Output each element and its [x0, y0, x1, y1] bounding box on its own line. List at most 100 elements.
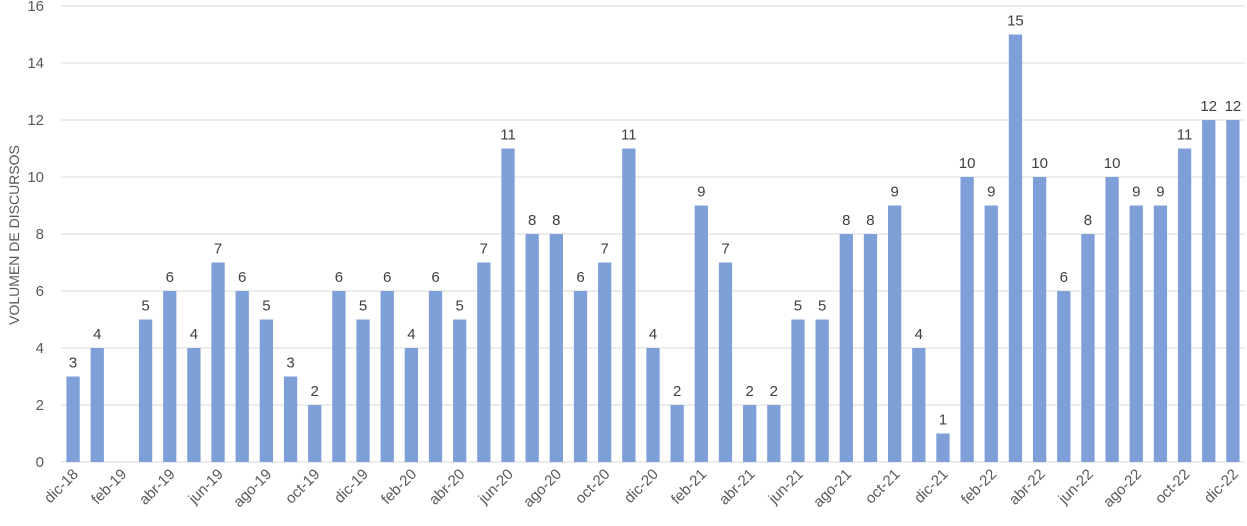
data-label: 15 [1007, 13, 1024, 30]
x-tick-label: dic-22 [1201, 466, 1242, 507]
y-tick-label: 14 [27, 55, 44, 72]
data-label: 2 [673, 383, 681, 400]
x-tick-label: abr-19 [136, 466, 179, 509]
bar [694, 205, 708, 462]
x-tick-label: feb-19 [88, 466, 130, 508]
x-axis-ticks: dic-18 feb-19 abr-19 jun-19 ago-19 oct-19 dic-… [41, 466, 1242, 511]
data-label: 6 [166, 269, 174, 286]
data-label: 5 [456, 298, 464, 315]
bar [308, 405, 322, 462]
y-axis-title: VOLUMEN DE DISCURSOS [6, 145, 22, 325]
bar [936, 433, 950, 462]
x-tick-label: dic-19 [331, 466, 372, 507]
y-tick-label: 2 [36, 397, 44, 414]
data-label: 7 [480, 241, 488, 258]
data-label: 10 [1104, 155, 1121, 172]
bar [525, 234, 539, 462]
bar [815, 319, 829, 462]
bar [404, 348, 419, 462]
bar [138, 319, 153, 462]
bar [912, 348, 926, 462]
bar [743, 405, 757, 462]
data-label: 2 [311, 383, 319, 400]
bar [1202, 120, 1216, 462]
data-label: 3 [69, 355, 77, 372]
bar [767, 405, 781, 462]
bar [960, 177, 974, 462]
x-tick-label: feb-22 [958, 466, 1000, 508]
bar [984, 205, 998, 462]
bar [1032, 177, 1047, 462]
bar [1081, 234, 1095, 462]
x-tick-label: oct-19 [282, 466, 324, 508]
bar [259, 319, 274, 462]
bar [1226, 120, 1240, 462]
bar [863, 234, 878, 462]
bar [549, 234, 563, 462]
data-label: 6 [383, 269, 391, 286]
data-label: 7 [214, 241, 222, 258]
data-label: 6 [1060, 269, 1068, 286]
data-label: 5 [262, 298, 270, 315]
data-label: 4 [649, 326, 657, 343]
data-label: 9 [1156, 184, 1164, 201]
data-label: 8 [1084, 212, 1092, 229]
x-tick-label: oct-22 [1152, 466, 1194, 508]
data-label: 8 [552, 212, 560, 229]
data-label: 5 [794, 298, 802, 315]
bar [1105, 177, 1119, 462]
x-tick-label: dic-18 [41, 466, 82, 507]
bar [573, 291, 588, 462]
x-tick-label: feb-20 [378, 466, 420, 508]
x-tick-label: jun-20 [475, 466, 517, 508]
y-tick-label: 12 [27, 112, 44, 129]
x-tick-label: feb-21 [668, 466, 710, 508]
bar [428, 291, 443, 462]
data-label: 12 [1225, 98, 1242, 115]
bars [66, 34, 1240, 462]
x-tick-label: dic-21 [911, 466, 952, 507]
data-label: 10 [1031, 155, 1048, 172]
data-label: 11 [621, 127, 637, 144]
bar [791, 319, 805, 462]
data-label: 4 [93, 326, 101, 343]
bar [598, 262, 612, 462]
x-tick-label: jun-19 [185, 466, 227, 508]
x-tick-label: abr-21 [716, 466, 759, 509]
bar [1057, 291, 1071, 462]
y-tick-label: 0 [36, 454, 44, 471]
bar [283, 376, 298, 462]
bar [1153, 205, 1168, 462]
data-label: 9 [890, 184, 898, 201]
y-tick-label: 4 [36, 340, 44, 357]
data-label: 6 [238, 269, 246, 286]
data-label: 5 [359, 298, 367, 315]
bar [163, 291, 177, 462]
data-label: 10 [959, 155, 976, 172]
bar [380, 291, 394, 462]
bar [1177, 148, 1192, 462]
x-tick-label: oct-21 [862, 466, 904, 508]
data-label: 9 [987, 184, 995, 201]
bar [356, 319, 370, 462]
data-label: 6 [576, 269, 584, 286]
data-label: 3 [286, 355, 294, 372]
bar [66, 376, 80, 462]
gridlines [61, 5, 1245, 463]
data-label: 11 [1177, 127, 1193, 144]
data-label: 12 [1200, 98, 1217, 115]
data-label: 9 [1132, 184, 1140, 201]
bar [646, 348, 660, 462]
bar [332, 291, 346, 462]
x-tick-label: ago-20 [520, 466, 565, 511]
x-tick-label: abr-20 [426, 466, 469, 509]
data-label: 5 [141, 298, 149, 315]
bar [501, 148, 515, 462]
bar [622, 148, 636, 462]
data-label: 7 [721, 241, 729, 258]
bar [187, 348, 201, 462]
bar [453, 319, 467, 462]
data-label: 2 [770, 383, 778, 400]
